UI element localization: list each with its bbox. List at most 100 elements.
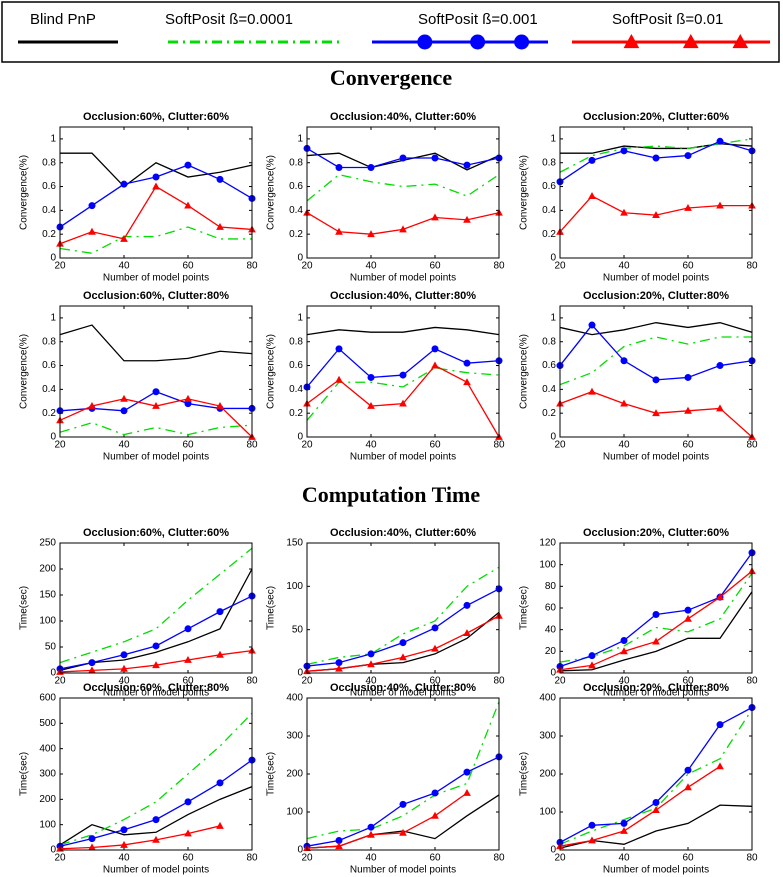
x-axis-label: Number of model points xyxy=(103,865,209,876)
chart-title: Occlusion:20%, Clutter:60% xyxy=(583,527,729,539)
x-axis-label: Number of model points xyxy=(603,865,709,876)
x-tick-label: 20 xyxy=(554,261,566,272)
chart-title: Occlusion:40%, Clutter:60% xyxy=(330,111,476,123)
marker xyxy=(184,394,192,402)
series-line xyxy=(306,792,468,849)
marker xyxy=(120,840,128,848)
x-tick-label: 80 xyxy=(746,261,758,272)
marker xyxy=(684,614,692,622)
y-tick-label: 0.8 xyxy=(289,336,303,347)
y-tick-label: 0.6 xyxy=(542,360,556,371)
marker xyxy=(620,826,628,834)
marker xyxy=(120,407,128,415)
plot-frame xyxy=(59,305,253,438)
y-tick-label: 0.2 xyxy=(289,229,303,240)
marker xyxy=(120,394,128,402)
y-tick-label: 0 xyxy=(550,432,556,443)
x-axis-label: Number of model points xyxy=(350,865,456,876)
marker xyxy=(588,387,596,395)
y-tick-label: 300 xyxy=(286,731,303,742)
y-tick-label: 0.4 xyxy=(542,205,556,216)
y-tick-label: 0.6 xyxy=(289,181,303,192)
x-tick-label: 80 xyxy=(746,676,758,687)
x-tick-label: 20 xyxy=(54,853,66,864)
y-tick-label: 200 xyxy=(286,769,303,780)
plot-frame xyxy=(59,126,253,259)
plot-frame xyxy=(306,305,500,438)
marker xyxy=(120,664,128,672)
marker xyxy=(367,660,375,668)
marker xyxy=(431,789,439,797)
x-tick-label: 40 xyxy=(365,676,377,687)
marker xyxy=(152,816,160,824)
plot-frame xyxy=(559,126,753,259)
legend-label: SoftPosit ß=0.01 xyxy=(612,11,723,28)
marker xyxy=(684,766,692,774)
x-tick-label: 20 xyxy=(301,853,313,864)
marker xyxy=(463,629,471,637)
x-axis-label: Number of model points xyxy=(103,452,209,463)
y-tick-label: 300 xyxy=(39,769,56,780)
marker xyxy=(716,762,724,770)
marker xyxy=(620,637,628,644)
x-tick-label: 60 xyxy=(429,261,441,272)
y-axis-label: Time(sec) xyxy=(519,752,530,796)
y-tick-label: 400 xyxy=(286,693,303,704)
marker xyxy=(514,34,530,50)
y-tick-label: 0.4 xyxy=(42,384,56,395)
marker xyxy=(216,608,224,616)
marker xyxy=(463,161,471,169)
x-axis-label: Number of model points xyxy=(350,688,456,699)
marker xyxy=(463,601,471,609)
y-tick-label: 0.4 xyxy=(289,205,303,216)
x-tick-label: 80 xyxy=(246,853,258,864)
marker xyxy=(684,373,692,381)
marker xyxy=(716,593,724,601)
x-tick-label: 60 xyxy=(182,853,194,864)
x-axis-label: Number of model points xyxy=(603,273,709,284)
marker xyxy=(431,624,439,632)
x-tick-label: 60 xyxy=(182,676,194,687)
y-axis-label: Convergence(%) xyxy=(266,155,277,230)
marker xyxy=(88,835,96,843)
series-line xyxy=(59,226,252,254)
y-tick-label: 0.6 xyxy=(42,181,56,192)
marker xyxy=(152,388,160,396)
x-tick-label: 60 xyxy=(682,676,694,687)
marker xyxy=(588,661,596,669)
series-line xyxy=(306,326,500,336)
marker xyxy=(716,721,724,729)
x-tick-label: 40 xyxy=(618,261,630,272)
y-tick-label: 0.2 xyxy=(542,229,556,240)
chart-title: Occlusion:60%, Clutter:60% xyxy=(83,111,229,123)
x-tick-label: 40 xyxy=(118,853,130,864)
marker xyxy=(431,154,439,162)
chart-title: Occlusion:40%, Clutter:60% xyxy=(330,527,476,539)
y-tick-label: 100 xyxy=(539,807,556,818)
marker xyxy=(152,173,160,181)
marker xyxy=(399,653,407,661)
y-axis-label: Convergence(%) xyxy=(19,334,30,409)
y-tick-label: 0.8 xyxy=(42,157,56,168)
x-tick-label: 20 xyxy=(54,261,66,272)
y-axis-label: Convergence(%) xyxy=(519,334,530,409)
y-tick-label: 300 xyxy=(539,731,556,742)
x-tick-label: 20 xyxy=(301,261,313,272)
plot-frame xyxy=(559,305,753,438)
y-tick-label: 0 xyxy=(297,432,303,443)
marker xyxy=(152,661,160,669)
marker xyxy=(417,34,433,50)
marker xyxy=(367,402,375,409)
x-axis-label: Number of model points xyxy=(603,452,709,463)
x-tick-label: 40 xyxy=(365,440,377,451)
legend-label: SoftPosit ß=0.0001 xyxy=(165,11,293,28)
y-tick-label: 0 xyxy=(50,845,56,856)
y-tick-label: 50 xyxy=(45,642,57,653)
legend-box xyxy=(1,1,780,63)
series-line xyxy=(559,709,753,845)
y-tick-label: 0.6 xyxy=(42,360,56,371)
marker xyxy=(463,788,471,796)
x-tick-label: 60 xyxy=(429,440,441,451)
marker xyxy=(184,161,192,169)
marker xyxy=(120,651,128,659)
